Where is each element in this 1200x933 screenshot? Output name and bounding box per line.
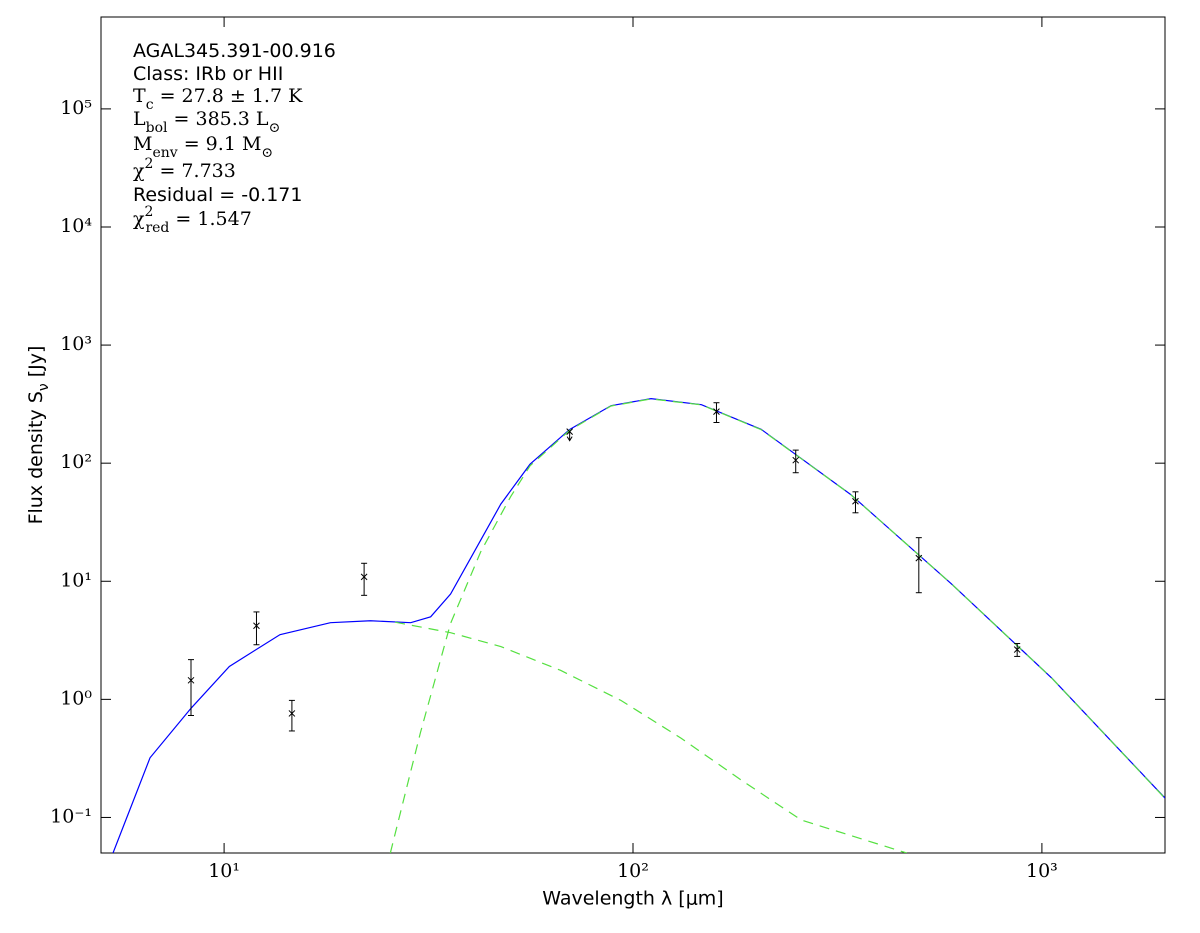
error-bar: [253, 611, 260, 646]
model-total: [112, 398, 1165, 853]
curves: [112, 398, 1165, 853]
annotation: χ2 = 7.733: [133, 156, 236, 182]
y-tick-label: 10⁰: [60, 687, 92, 709]
text-part: T: [133, 85, 146, 107]
annotation: χ2 red = 1.547: [133, 204, 252, 236]
subscript: ⊙: [261, 145, 273, 161]
subscript: red: [145, 220, 169, 236]
data-point: [1013, 646, 1021, 653]
data-point: [792, 456, 800, 464]
plot-area: [100, 16, 1166, 854]
y-axis-label: Flux density Sν [Jy]: [25, 346, 53, 525]
data-point: [187, 676, 195, 684]
y-tick-label: 10³: [60, 333, 92, 355]
y-tick-label: 10⁴: [60, 215, 92, 237]
text-part: = 9.1 M: [178, 133, 262, 155]
annotation: Menv = 9.1 M⊙: [133, 133, 273, 161]
data-point: [713, 408, 720, 416]
annotation: Residual = -0.171: [133, 184, 303, 206]
text-part: = 1.547: [169, 208, 251, 230]
error-bar: [915, 537, 922, 594]
x-tick-label: 10²: [617, 860, 649, 882]
error-bar: [713, 402, 720, 424]
upper-limit-arrow: [566, 431, 573, 442]
subscript: ν: [36, 383, 52, 391]
text-part: χ: [133, 160, 145, 182]
text-part: Class: IRb or HII: [133, 63, 283, 85]
y-tick-label: 10⁵: [60, 97, 92, 119]
annotation: AGAL345.391-00.916: [133, 40, 336, 62]
text-part: = 7.733: [153, 160, 235, 182]
annotation: Lbol = 385.3 L⊙: [133, 108, 280, 136]
model-component: [395, 621, 907, 853]
x-axis-label: Wavelength λ [μm]: [542, 888, 723, 910]
text-part: χ: [133, 208, 145, 230]
subscript: env: [152, 145, 177, 161]
x-tick-label: 10¹: [208, 860, 240, 882]
text-part: Residual = -0.171: [133, 184, 303, 206]
text-part: = 27.8 ± 1.7 K: [154, 85, 304, 107]
data-point: [360, 573, 368, 581]
x-tick-label: 10³: [1026, 860, 1058, 882]
text-part: AGAL345.391-00.916: [133, 40, 336, 62]
y-tick-label: 10⁻¹: [50, 805, 92, 827]
data-point: [915, 554, 923, 562]
error-bar: [288, 699, 295, 732]
error-bar: [361, 562, 368, 596]
text-part: L: [133, 108, 146, 130]
annotation: Tc = 27.8 ± 1.7 K: [133, 85, 303, 113]
data-point: [852, 497, 859, 505]
text-part: [Jy]: [25, 346, 47, 384]
data-point: [288, 710, 296, 717]
text-part: Flux density S: [25, 391, 47, 524]
error-bar: [188, 659, 195, 716]
superscript: 2: [145, 156, 154, 172]
error-bar: [792, 449, 799, 474]
text-part: M: [133, 133, 152, 155]
y-tick-label: 10¹: [60, 569, 92, 591]
subscript: bol: [146, 120, 168, 136]
subscript: ⊙: [269, 120, 281, 136]
error-bar: [852, 491, 859, 514]
data-point: [253, 622, 260, 630]
text-part: = 385.3 L: [168, 108, 269, 130]
data-point: [566, 428, 574, 435]
subscript: c: [146, 97, 154, 113]
model-component: [389, 398, 1165, 853]
y-tick-label: 10²: [60, 451, 92, 473]
annotation: Class: IRb or HII: [133, 63, 283, 85]
superscript: 2: [145, 204, 154, 220]
